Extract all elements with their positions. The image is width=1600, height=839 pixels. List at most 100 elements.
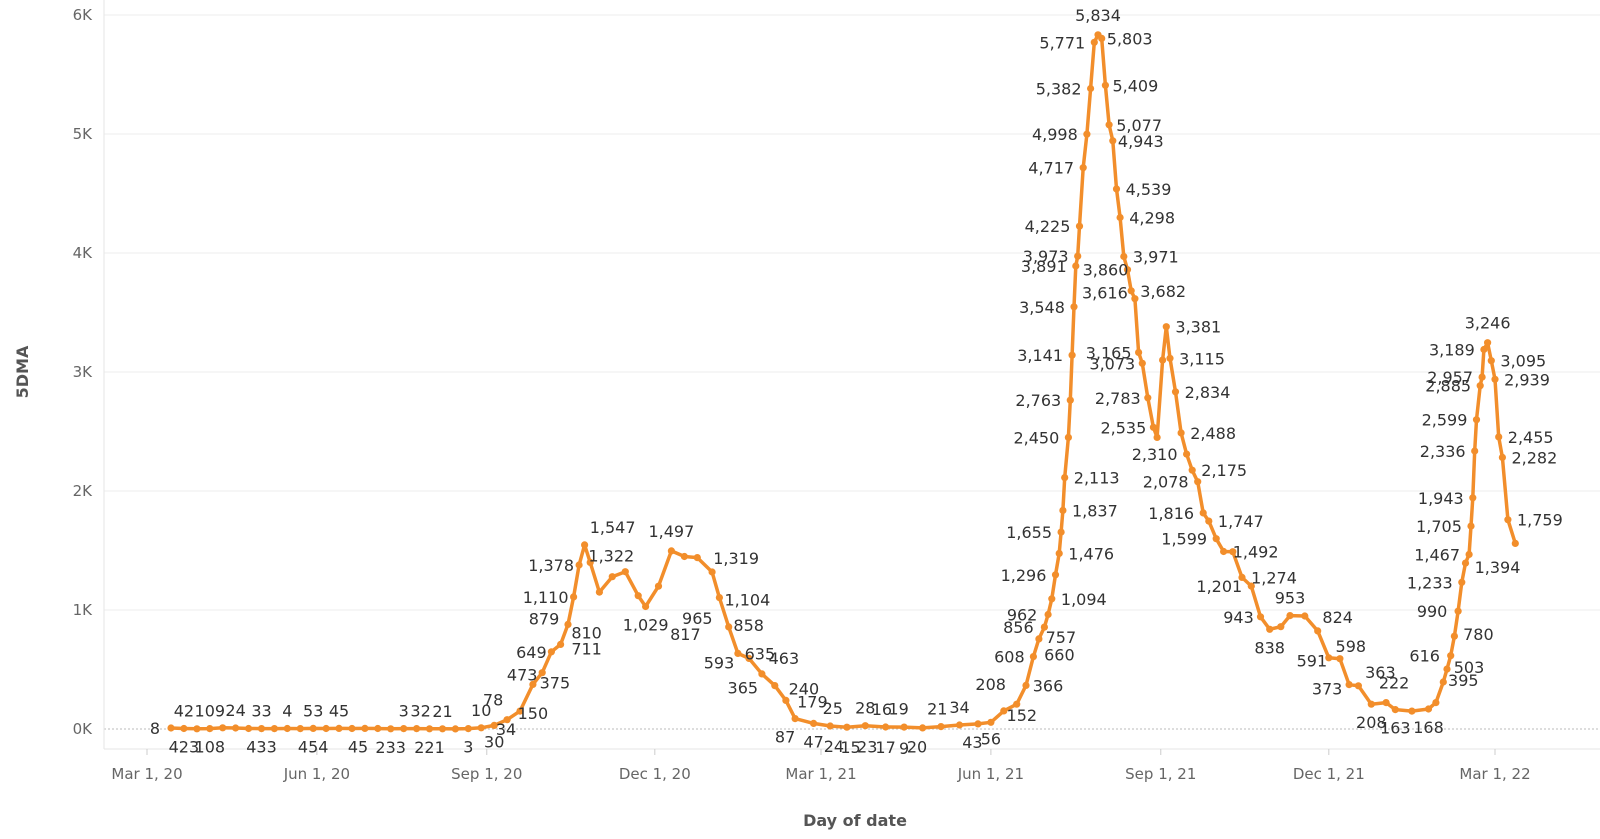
data-point bbox=[1391, 706, 1399, 714]
data-point bbox=[1083, 130, 1091, 138]
data-label: 179 bbox=[797, 693, 828, 712]
x-tick-label: Dec 1, 20 bbox=[619, 765, 691, 783]
data-point bbox=[1382, 699, 1390, 707]
data-point bbox=[782, 696, 790, 705]
data-point bbox=[1044, 610, 1052, 619]
data-label: 3,381 bbox=[1175, 318, 1221, 337]
y-tick-label: 5K bbox=[73, 125, 94, 143]
data-label: 222 bbox=[1379, 674, 1410, 693]
data-point bbox=[1336, 655, 1344, 663]
data-point bbox=[503, 716, 511, 724]
data-label: 3,073 bbox=[1089, 354, 1135, 373]
data-point bbox=[1472, 416, 1481, 424]
data-label: 635 bbox=[745, 644, 776, 663]
data-point bbox=[1495, 433, 1503, 441]
data-label: 2,450 bbox=[1013, 428, 1059, 447]
data-point bbox=[937, 723, 945, 731]
data-label: 1,599 bbox=[1161, 530, 1207, 549]
data-label: 43 bbox=[962, 733, 982, 752]
data-point bbox=[1022, 681, 1030, 690]
data-point bbox=[1229, 548, 1237, 556]
data-point bbox=[734, 649, 742, 658]
data-label: 21 bbox=[432, 702, 452, 721]
data-label: 2,336 bbox=[1420, 442, 1466, 461]
x-tick-label: Sep 1, 20 bbox=[451, 765, 522, 783]
data-label: 1,759 bbox=[1517, 511, 1563, 530]
data-point bbox=[547, 648, 556, 656]
data-point bbox=[529, 680, 537, 689]
data-point bbox=[1064, 433, 1072, 441]
data-point bbox=[1035, 635, 1043, 643]
data-point bbox=[206, 725, 214, 733]
data-label: 1,497 bbox=[648, 522, 694, 541]
data-label: 1,655 bbox=[1006, 523, 1052, 542]
data-label: 42 bbox=[174, 702, 194, 721]
data-point bbox=[1443, 665, 1451, 673]
data-label: 780 bbox=[1463, 625, 1494, 644]
data-point bbox=[1074, 252, 1082, 260]
data-point bbox=[680, 552, 689, 561]
data-point bbox=[1098, 34, 1106, 43]
data-label: 824 bbox=[1322, 608, 1353, 627]
data-label: 25 bbox=[823, 699, 843, 718]
data-label: 17 bbox=[875, 738, 895, 757]
data-point bbox=[451, 725, 459, 733]
data-point bbox=[654, 582, 663, 590]
data-point bbox=[1465, 550, 1473, 559]
data-point bbox=[1131, 295, 1139, 303]
data-point bbox=[1070, 303, 1078, 311]
x-tick-label: Dec 1, 21 bbox=[1293, 765, 1365, 783]
y-axis-title: 5DMA bbox=[13, 345, 32, 398]
data-label: 953 bbox=[1275, 589, 1306, 608]
data-label: 32 bbox=[410, 702, 430, 721]
data-label: 1,467 bbox=[1414, 545, 1460, 564]
data-point bbox=[1511, 539, 1519, 548]
data-point bbox=[464, 725, 472, 733]
data-point bbox=[1123, 266, 1132, 274]
data-point bbox=[570, 593, 578, 601]
data-label: 221 bbox=[414, 738, 445, 757]
data-label: 5,771 bbox=[1039, 33, 1085, 52]
data-label: 21 bbox=[927, 700, 947, 719]
data-point bbox=[1450, 632, 1458, 640]
data-point bbox=[1068, 351, 1076, 359]
data-label: 965 bbox=[682, 609, 713, 628]
data-label: 168 bbox=[1413, 718, 1444, 737]
data-point bbox=[974, 720, 982, 728]
data-label: 1,476 bbox=[1068, 544, 1114, 563]
data-point bbox=[1159, 356, 1167, 364]
data-point bbox=[1109, 137, 1117, 145]
data-label: 3,095 bbox=[1500, 352, 1546, 371]
data-point bbox=[283, 724, 291, 733]
data-label: 649 bbox=[516, 643, 547, 662]
data-point bbox=[387, 725, 395, 733]
data-point bbox=[1480, 345, 1488, 354]
x-tick-label: Mar 1, 22 bbox=[1459, 765, 1530, 783]
data-point bbox=[882, 723, 890, 731]
data-point bbox=[425, 725, 434, 733]
data-point bbox=[1458, 578, 1466, 586]
x-axis: Mar 1, 20 Jun 1, 20 Sep 1, 20 Dec 1, 20 Mar … bbox=[103, 0, 1600, 783]
data-point bbox=[810, 719, 818, 728]
data-point bbox=[1171, 388, 1180, 396]
data-label: 433 bbox=[246, 738, 277, 757]
data-point bbox=[1055, 549, 1063, 558]
data-label: 45 bbox=[348, 738, 368, 757]
data-point bbox=[642, 602, 650, 611]
data-point bbox=[1090, 38, 1098, 46]
data-point bbox=[745, 654, 753, 663]
data-point bbox=[1454, 607, 1462, 615]
data-point bbox=[1144, 394, 1152, 402]
data-point bbox=[826, 722, 834, 730]
data-point bbox=[1166, 354, 1174, 362]
data-point bbox=[621, 568, 629, 576]
data-label: 1,837 bbox=[1072, 501, 1118, 520]
data-point bbox=[1424, 705, 1433, 713]
data-label: 593 bbox=[704, 653, 735, 672]
data-label: 208 bbox=[1356, 713, 1387, 732]
data-label: 4,717 bbox=[1028, 159, 1074, 178]
y-tick-label: 6K bbox=[73, 6, 94, 24]
data-point bbox=[1075, 222, 1084, 230]
data-label: 3,189 bbox=[1429, 341, 1475, 360]
data-point bbox=[586, 558, 594, 567]
